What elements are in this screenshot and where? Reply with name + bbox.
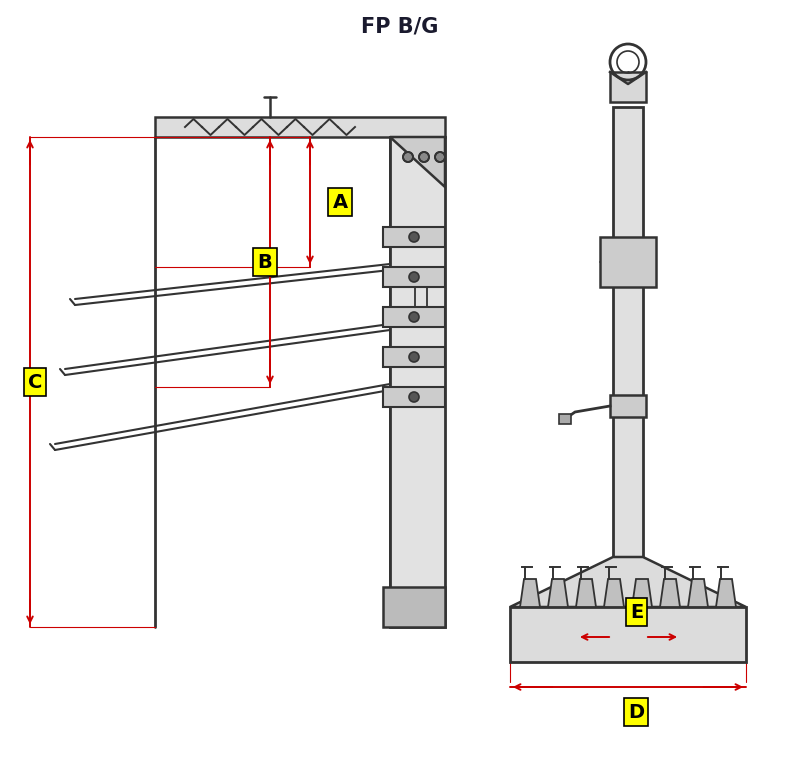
Bar	[510, 607, 746, 662]
Circle shape	[409, 352, 419, 362]
Text: C: C	[28, 372, 42, 391]
Polygon shape	[548, 579, 568, 607]
Circle shape	[409, 392, 419, 402]
Polygon shape	[632, 579, 652, 607]
Bar	[415, 277, 427, 327]
Text: D: D	[628, 702, 644, 721]
Circle shape	[409, 272, 419, 282]
Bar	[383, 347, 445, 367]
Polygon shape	[520, 579, 540, 607]
Polygon shape	[390, 137, 445, 187]
Text: E: E	[630, 603, 643, 621]
Text: B: B	[258, 253, 272, 272]
Polygon shape	[510, 557, 746, 607]
Bar	[600, 237, 656, 287]
Bar	[155, 117, 445, 137]
Text: A: A	[333, 192, 347, 211]
Bar	[390, 137, 445, 627]
Polygon shape	[576, 579, 596, 607]
Polygon shape	[716, 579, 736, 607]
Bar	[610, 72, 646, 102]
Bar	[383, 587, 445, 627]
Polygon shape	[660, 579, 680, 607]
Text: FP B/G: FP B/G	[362, 17, 438, 37]
Bar	[613, 107, 643, 557]
Bar	[383, 227, 445, 247]
Circle shape	[435, 152, 445, 162]
Circle shape	[409, 312, 419, 322]
Circle shape	[403, 152, 413, 162]
Bar	[559, 414, 571, 424]
Circle shape	[409, 232, 419, 242]
Bar	[383, 267, 445, 287]
Bar	[383, 307, 445, 327]
Bar	[610, 395, 646, 417]
Bar	[383, 387, 445, 407]
Circle shape	[419, 152, 429, 162]
Polygon shape	[604, 579, 624, 607]
Polygon shape	[688, 579, 708, 607]
